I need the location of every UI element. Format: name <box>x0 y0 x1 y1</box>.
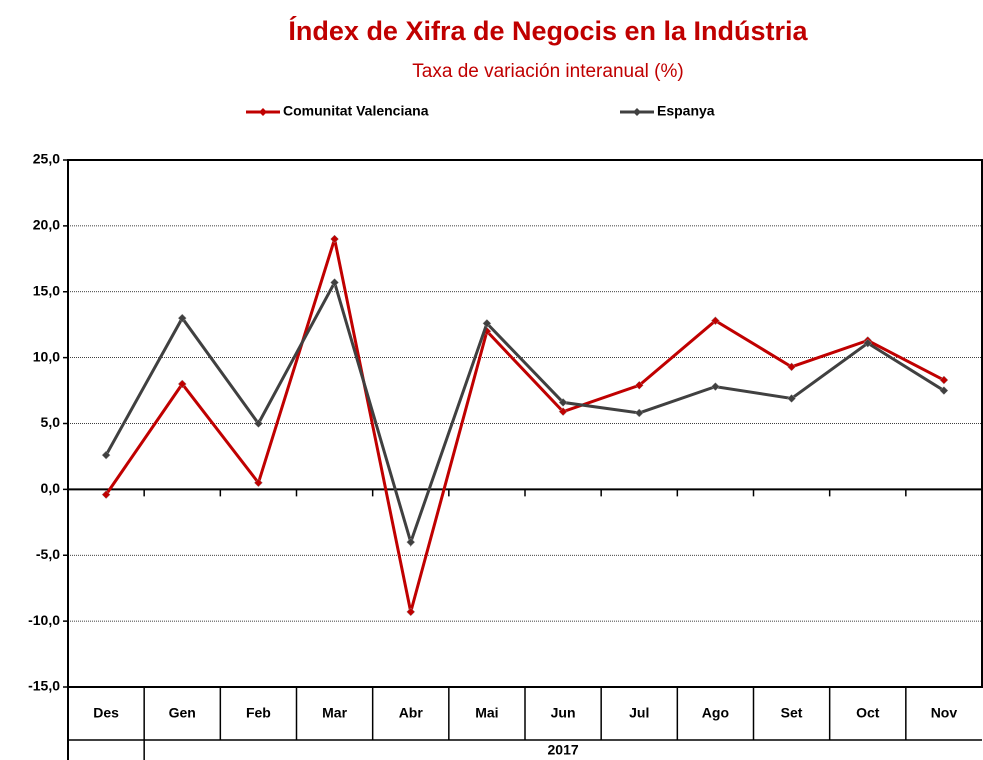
data-point <box>634 408 644 418</box>
data-point <box>711 382 720 391</box>
data-point <box>482 319 492 328</box>
chart-subtitle: Taxa de variación interanual (%) <box>412 61 683 82</box>
y-tick-label: 10,0 <box>33 348 60 364</box>
x-tick-label: Set <box>781 705 803 721</box>
data-point <box>406 607 416 617</box>
data-point <box>863 338 873 348</box>
data-point <box>939 386 949 395</box>
y-tick-label: -5,0 <box>36 546 60 562</box>
legend-marker <box>633 108 641 116</box>
data-point <box>939 375 949 385</box>
x-tick-label: Gen <box>169 705 196 721</box>
data-point <box>634 380 644 390</box>
data-point <box>330 234 339 244</box>
data-point <box>406 537 416 547</box>
data-point <box>558 407 568 416</box>
legend-label: Comunitat Valenciana <box>283 103 429 119</box>
data-point <box>101 490 111 499</box>
data-point <box>101 450 111 460</box>
series-line <box>104 238 945 613</box>
data-point <box>711 316 720 326</box>
data-point <box>787 394 796 403</box>
y-tick-label: 25,0 <box>33 151 60 167</box>
legend-label: Espanya <box>657 103 715 119</box>
legend-marker <box>259 108 267 116</box>
y-tick-label: 20,0 <box>33 217 60 233</box>
data-point <box>177 313 187 323</box>
data-point <box>330 278 339 287</box>
x-tick-label: Jul <box>629 705 649 721</box>
y-tick-label: 15,0 <box>33 282 60 298</box>
x-tick-label: Nov <box>931 705 958 721</box>
x-tick-label: Jun <box>551 705 576 721</box>
y-tick-label: 5,0 <box>41 414 61 430</box>
y-tick-label: -15,0 <box>28 678 60 694</box>
y-tick-label: 0,0 <box>41 480 61 496</box>
data-point <box>558 398 568 407</box>
x-tick-label: Des <box>93 705 119 721</box>
chart-title: Índex de Xifra de Negocis en la Indústri… <box>288 15 808 46</box>
x-tick-label: Abr <box>399 705 424 721</box>
x-tick-label: Oct <box>856 705 880 721</box>
data-point <box>787 362 796 372</box>
data-point <box>254 419 263 428</box>
x-tick-label: Mai <box>475 705 498 721</box>
series-line <box>104 278 945 547</box>
x-tick-label: Feb <box>246 705 271 721</box>
y-tick-label: -10,0 <box>28 612 60 628</box>
data-point <box>254 478 263 488</box>
data-point <box>177 379 187 389</box>
x-tick-label: Mar <box>322 705 347 721</box>
x-group-label: 2017 <box>548 742 579 758</box>
x-tick-label: Ago <box>702 705 729 721</box>
